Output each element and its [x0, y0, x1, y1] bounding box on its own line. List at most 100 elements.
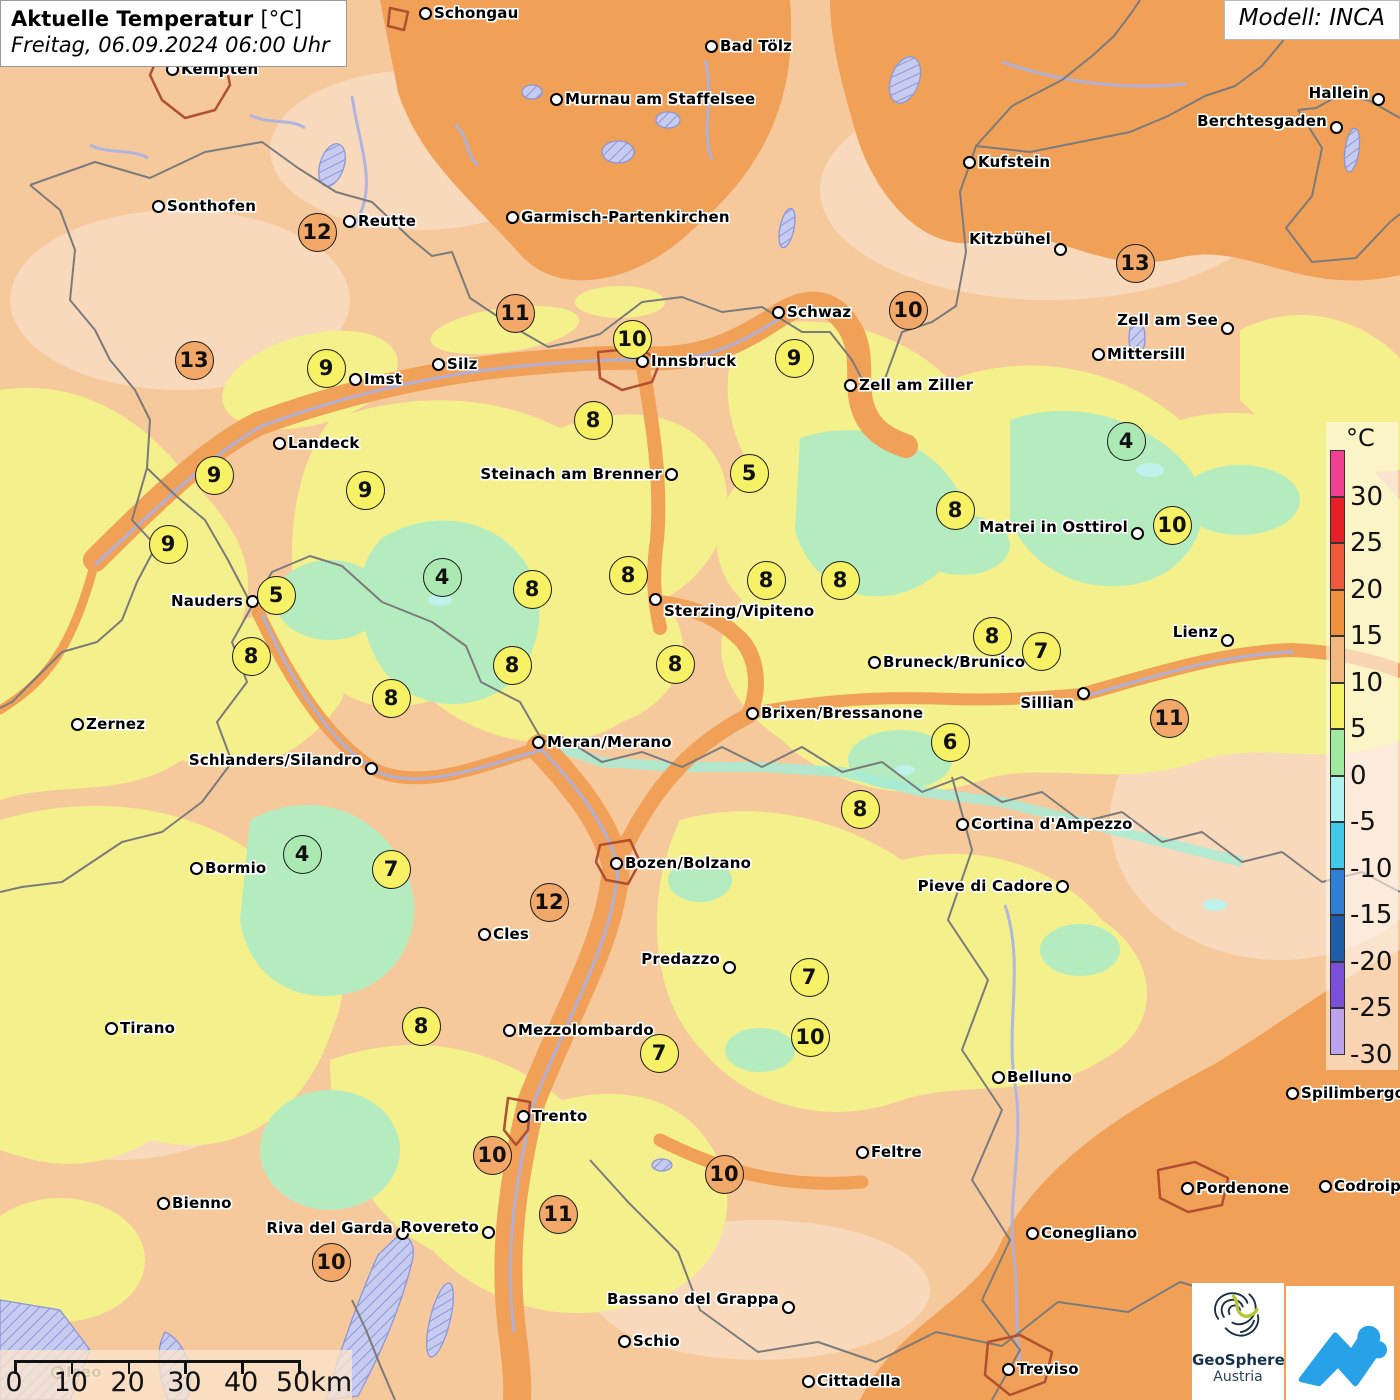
legend-segment [1330, 1008, 1345, 1055]
city-marker [1220, 633, 1234, 647]
partner-logo [1286, 1286, 1394, 1400]
city-label: Garmisch-Partenkirchen [521, 208, 730, 226]
legend-tick-label: -30 [1350, 1039, 1393, 1070]
city-marker [1318, 1179, 1332, 1193]
temperature-value: 8 [840, 789, 880, 829]
temperature-value: 10 [790, 1017, 830, 1057]
city-label: Innsbruck [651, 352, 737, 370]
temperature-value: 8 [746, 560, 786, 600]
city-label: Cles [493, 925, 530, 943]
legend-segment [1330, 775, 1345, 822]
city-label: Spilimbergo [1301, 1084, 1400, 1102]
legend-segment [1330, 961, 1345, 1008]
temperature-value: 9 [774, 338, 814, 378]
scale-bar-tick [70, 1360, 74, 1374]
city-label: Hallein [1308, 84, 1369, 102]
city-marker [1053, 242, 1067, 256]
city-label: Landeck [288, 434, 360, 452]
city-label: Zernez [86, 715, 146, 733]
city-marker [1025, 1226, 1039, 1240]
legend-tick-label: 0 [1350, 760, 1367, 791]
temperature-value: 8 [231, 636, 271, 676]
temperature-value: 10 [472, 1135, 512, 1175]
city-label: Berchtesgaden [1197, 112, 1327, 130]
temperature-value: 4 [1106, 421, 1146, 461]
city-label: Treviso [1017, 1360, 1079, 1378]
city-label: Murnau am Staffelsee [565, 90, 756, 108]
legend-segment [1330, 729, 1345, 776]
legend-segment [1330, 636, 1345, 683]
geosphere-logo: GeoSphere Austria [1192, 1283, 1285, 1400]
legend-tick-label: -10 [1350, 853, 1393, 884]
city-label: Feltre [871, 1143, 922, 1161]
legend-segment [1330, 496, 1345, 543]
legend-segment [1330, 543, 1345, 590]
legend-tick-label: 30 [1350, 481, 1384, 512]
city-marker [1001, 1362, 1015, 1376]
city-label: Tirano [120, 1019, 176, 1037]
legend-tick-label: -5 [1350, 807, 1376, 837]
city-marker [704, 39, 718, 53]
legend-tick-label: 15 [1350, 621, 1384, 651]
geosphere-logo-text: GeoSphere [1192, 1351, 1285, 1369]
city-label: Matrei in Osttirol [979, 518, 1128, 536]
city-marker [502, 1023, 516, 1037]
city-marker [1091, 347, 1105, 361]
scale-bar-tick [127, 1360, 131, 1374]
city-label: Meran/Merano [547, 733, 672, 751]
legend-tick-label: 20 [1350, 574, 1384, 605]
geosphere-logo-subtext: Austria [1213, 1369, 1263, 1385]
city-label: Bormio [205, 859, 267, 877]
legend-segment [1330, 915, 1345, 962]
city-marker [1371, 92, 1385, 106]
city-label: Schongau [434, 4, 519, 22]
temperature-value: 7 [639, 1033, 679, 1073]
city-marker [1055, 879, 1069, 893]
legend-tick-label: -25 [1350, 993, 1393, 1023]
temperature-value: 9 [345, 470, 385, 510]
city-label: Zell am Ziller [859, 376, 974, 394]
temperature-legend: °C 30 25 20 15 10 5 0 -5 -10 -15 -20 -25 -30 [1326, 422, 1398, 1070]
city-label: Brixen/Bressanone [761, 704, 924, 722]
legend-segment [1330, 589, 1345, 636]
temperature-value: 8 [401, 1006, 441, 1046]
high-elevation-green-areas [240, 410, 1300, 1210]
city-label: Cittadella [817, 1372, 901, 1390]
geosphere-logo-icon [1214, 1292, 1260, 1337]
city-marker [1285, 1086, 1299, 1100]
city-label: Bozen/Bolzano [625, 854, 752, 872]
temperature-value: 5 [729, 453, 769, 493]
scale-bar-tick [184, 1360, 187, 1374]
city-marker [70, 717, 84, 731]
temperature-value: 8 [935, 490, 975, 530]
temperature-value: 12 [529, 882, 569, 922]
temperature-value: 13 [174, 340, 214, 380]
legend-tick-label: 25 [1350, 528, 1384, 558]
temperature-value: 10 [1152, 505, 1192, 545]
temperature-value: 10 [311, 1242, 351, 1282]
city-region-outlines [148, 6, 1230, 1397]
temperature-value: 8 [492, 645, 532, 685]
temperature-value: 8 [820, 560, 860, 600]
city-marker [151, 199, 165, 213]
city-marker [1180, 1181, 1194, 1195]
city-label: Lienz [1172, 623, 1218, 641]
city-label: Zell am See [1117, 311, 1218, 329]
scale-bar-tick [14, 1360, 17, 1374]
scale-bar-label: 50km [275, 1367, 353, 1398]
city-marker [189, 861, 203, 875]
legend-tick-label: 5 [1350, 714, 1367, 744]
city-marker [722, 960, 736, 974]
temperature-value: 7 [1021, 631, 1061, 671]
city-label: Sterzing/Vipiteno [664, 602, 815, 620]
city-marker [156, 1196, 170, 1210]
city-label: Bruneck/Brunico [883, 653, 1026, 671]
legend-segment [1330, 450, 1345, 497]
city-label: Mittersill [1107, 345, 1186, 363]
scale-bar-line [14, 1360, 300, 1363]
city-label: Predazzo [641, 950, 720, 968]
scale-bar-label: 10 [53, 1367, 88, 1398]
temperature-value: 11 [538, 1194, 578, 1234]
temperature-value: 9 [306, 348, 346, 388]
